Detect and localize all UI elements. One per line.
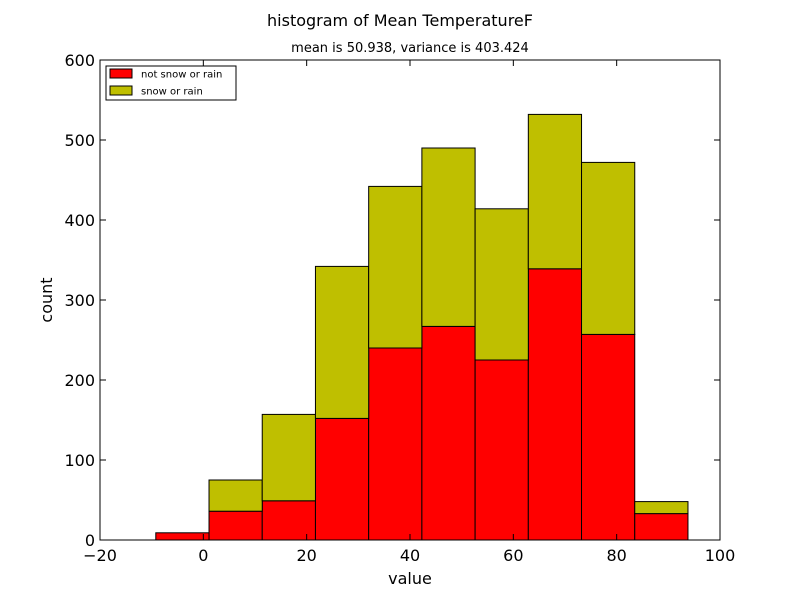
y-tick-label-2: 200 xyxy=(64,371,95,390)
x-tick-label-5: 80 xyxy=(606,546,626,565)
bar-snow-or-rain-7 xyxy=(527,113,583,270)
legend: not snow or rain snow or rain xyxy=(105,65,237,101)
plot-frame xyxy=(99,59,721,541)
x-tick-label-6: 100 xyxy=(705,546,736,565)
x-axis-label: value xyxy=(388,569,432,588)
y-tick-label-6: 600 xyxy=(64,51,95,70)
y-tick-label-5: 500 xyxy=(64,131,95,150)
bar-snow-or-rain-5 xyxy=(421,147,476,327)
legend-label-snow-or-rain: snow or rain xyxy=(141,87,203,98)
y-tick-label-0: 0 xyxy=(85,531,95,550)
bar-not-snow-or-rain-1 xyxy=(208,510,263,541)
x-tick-label-2: 20 xyxy=(296,546,316,565)
bar-not-snow-or-rain-5 xyxy=(421,325,476,541)
bar-not-snow-or-rain-3 xyxy=(314,417,370,541)
bar-snow-or-rain-1 xyxy=(208,479,263,512)
bar-not-snow-or-rain-6 xyxy=(474,359,529,541)
chart-title: histogram of Mean TemperatureF xyxy=(267,11,533,30)
chart-subtitle: mean is 50.938, variance is 403.424 xyxy=(291,41,529,56)
y-axis-label: count xyxy=(37,277,56,322)
x-tick-label-4: 60 xyxy=(503,546,523,565)
legend-label-not-snow-or-rain: not snow or rain xyxy=(141,70,222,81)
bar-snow-or-rain-2 xyxy=(261,413,316,502)
y-tick-label-1: 100 xyxy=(64,451,95,470)
legend-swatch-not-snow-or-rain xyxy=(109,68,133,79)
bar-snow-or-rain-6 xyxy=(474,208,529,361)
x-tick-label-3: 40 xyxy=(400,546,420,565)
bars-layer xyxy=(155,113,689,541)
bar-not-snow-or-rain-9 xyxy=(634,513,689,541)
x-tick-label-0: −20 xyxy=(83,546,117,565)
bar-snow-or-rain-3 xyxy=(314,265,370,419)
legend-swatch-snow-or-rain xyxy=(109,85,133,96)
x-tick-label-1: 0 xyxy=(198,546,208,565)
bar-snow-or-rain-9 xyxy=(634,501,689,515)
bar-snow-or-rain-4 xyxy=(368,185,423,349)
bar-not-snow-or-rain-4 xyxy=(368,347,423,541)
bar-not-snow-or-rain-0 xyxy=(155,532,210,541)
bar-not-snow-or-rain-2 xyxy=(261,500,316,541)
y-tick-label-4: 400 xyxy=(64,211,95,230)
y-tick-label-3: 300 xyxy=(64,291,95,310)
bar-not-snow-or-rain-8 xyxy=(581,333,636,541)
bar-not-snow-or-rain-7 xyxy=(527,268,583,541)
bar-snow-or-rain-8 xyxy=(581,161,636,335)
